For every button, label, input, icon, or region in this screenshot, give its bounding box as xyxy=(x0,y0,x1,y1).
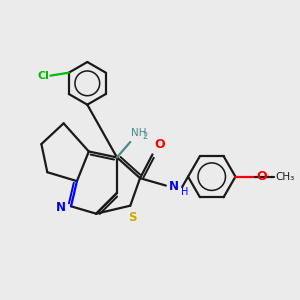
Text: S: S xyxy=(128,211,137,224)
Text: N: N xyxy=(56,201,66,214)
Text: O: O xyxy=(154,138,165,151)
Text: O: O xyxy=(256,170,267,183)
Text: H: H xyxy=(181,187,189,197)
Text: Cl: Cl xyxy=(38,70,49,81)
Text: NH: NH xyxy=(131,128,146,138)
Text: N: N xyxy=(169,180,179,193)
Text: CH₃: CH₃ xyxy=(275,172,294,182)
Text: 2: 2 xyxy=(143,132,148,141)
